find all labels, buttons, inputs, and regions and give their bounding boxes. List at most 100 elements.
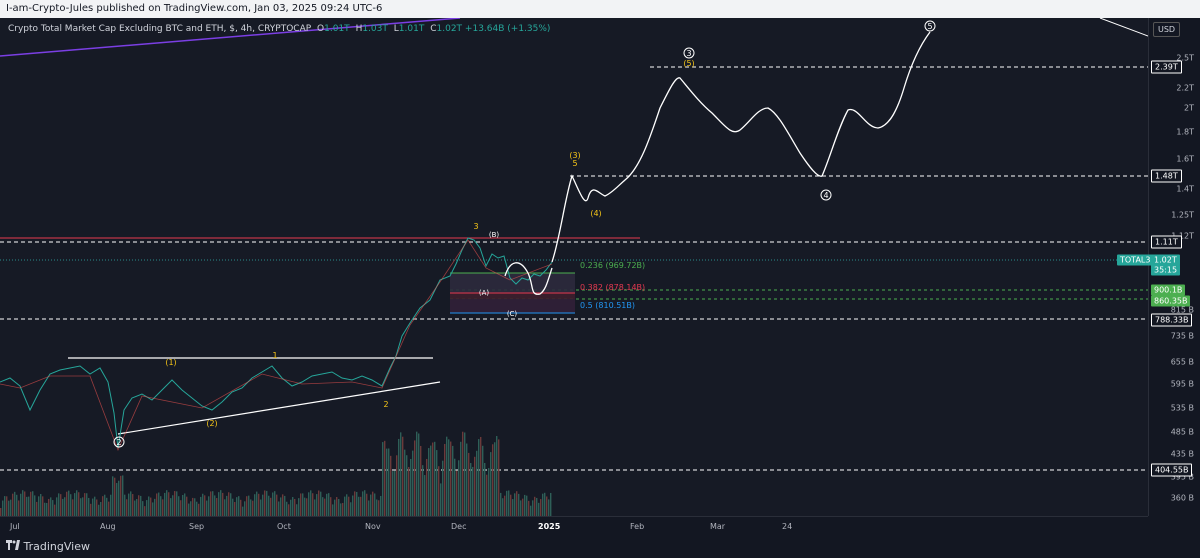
volume-bar [380, 495, 382, 516]
volume-bar [240, 499, 242, 516]
volume-bar [542, 493, 544, 516]
projection-path[interactable] [551, 31, 931, 263]
volume-bar [44, 502, 46, 516]
volume-bar [506, 490, 508, 516]
price-tag-900B[interactable]: 900.1B [1151, 284, 1186, 296]
price-tag-1.48T[interactable]: 1.48T [1151, 169, 1182, 183]
volume-bar [216, 498, 218, 516]
volume-bar [190, 501, 192, 516]
wave-circle-5[interactable]: 5 [924, 20, 936, 32]
wave-label-minor-5[interactable]: 5 [572, 159, 577, 168]
volume-bar [478, 439, 480, 516]
volume-bar [36, 501, 38, 516]
high-label: H [355, 24, 363, 34]
wave-label-paren-B[interactable]: (B) [489, 231, 500, 239]
price-tick: 1.8T [1176, 127, 1194, 137]
price-tag-788B[interactable]: 788.33B [1151, 313, 1193, 327]
currency-button[interactable]: USD [1153, 22, 1181, 37]
volume-bar [146, 500, 148, 516]
price-tick: 1.4T [1176, 184, 1194, 194]
fib-label-0.5: 0.5 (810.51B) [580, 301, 635, 310]
volume-bar [368, 500, 370, 516]
volume-bar [534, 496, 536, 516]
price-tag-860B[interactable]: 860.35B [1151, 295, 1191, 307]
volume-bar [22, 490, 24, 516]
price-tag-current[interactable]: 1.02T [1151, 254, 1180, 266]
footer-brand: TradingView [23, 540, 90, 553]
price-tick: 395 B [1170, 472, 1194, 482]
fib-zone-0.236[interactable] [450, 273, 575, 293]
wave-label-paren-4[interactable]: (4) [590, 209, 601, 218]
volume-bar [512, 499, 514, 516]
wave-label-paren-1[interactable]: (1) [165, 358, 176, 367]
wave-label-minor-3[interactable]: 3 [473, 222, 478, 231]
time-tick: Jul [10, 522, 20, 531]
wave-label-paren-2[interactable]: (2) [206, 419, 217, 428]
wave-label-paren-5[interactable]: (5) [683, 59, 694, 68]
volume-bar [372, 491, 374, 516]
volume-bar [86, 493, 88, 516]
volume-bar [384, 440, 386, 516]
volume-bar [166, 490, 168, 516]
volume-bar [302, 493, 304, 516]
price-tag-1.11T[interactable]: 1.11T [1151, 235, 1182, 249]
volume-bar [184, 493, 186, 516]
price-tag-404B[interactable]: 404.55B [1151, 463, 1193, 477]
volume-bar [486, 474, 488, 516]
fib-zone-0.5[interactable] [450, 299, 575, 313]
wave-label-paren-A[interactable]: (A) [479, 289, 490, 297]
volume-bar [452, 445, 454, 516]
volume-bar [148, 496, 150, 516]
time-tick: Oct [277, 522, 291, 531]
volume-bar [140, 495, 142, 516]
volume-bar [298, 498, 300, 516]
volume-bar [54, 504, 56, 516]
volume-bar [196, 501, 198, 516]
volume-bar [94, 496, 96, 516]
volume-bar [182, 494, 184, 516]
wave-circle-3[interactable]: 3 [683, 47, 695, 59]
symbol-tag-total3[interactable]: TOTAL3 [1117, 254, 1154, 266]
volume-bar [332, 504, 334, 516]
volume-bar [494, 442, 496, 516]
time-tick: 24 [782, 522, 793, 531]
volume-bar [324, 498, 326, 516]
volume-bar [20, 493, 22, 516]
wave-label-paren-3[interactable]: (3) [569, 151, 580, 160]
volume-bar [12, 493, 14, 516]
fib-label-0.382: 0.382 (878.14B) [580, 283, 645, 292]
wave-circle-2[interactable]: 2 [113, 436, 125, 448]
projection-correction[interactable] [504, 262, 553, 295]
volume-bar [462, 431, 464, 516]
volume-bar [128, 493, 130, 516]
time-axis[interactable]: Jul Aug Sep Oct Nov Dec 2025 Feb Mar 24 [0, 516, 1148, 536]
volume-bar [6, 496, 8, 516]
wave-circle-4[interactable]: 4 [820, 189, 832, 201]
white-trendline-top-right[interactable] [1099, 18, 1148, 37]
volume-bar [386, 448, 388, 516]
volume-bar [234, 502, 236, 516]
volume-bar [454, 458, 456, 516]
triangle-bottom-line[interactable] [117, 381, 441, 435]
volume-bar [42, 496, 44, 516]
volume-bar [466, 443, 468, 516]
volume-bar [232, 498, 234, 516]
wave-label-paren-C[interactable]: (C) [507, 310, 518, 318]
purple-trendline[interactable] [0, 18, 461, 57]
price-axis[interactable]: USD 2.5T 2.2T 2T 1.8T 1.6T 1.4T 1.25T 1.… [1117, 18, 1200, 516]
price-series[interactable] [0, 237, 553, 449]
volume-bar [306, 498, 308, 516]
wave-label-minor-1[interactable]: 1 [272, 351, 277, 360]
volume-bar [362, 491, 364, 516]
price-tag-2.39T[interactable]: 2.39T [1151, 60, 1182, 74]
volume-bar [156, 493, 158, 516]
price-chart[interactable]: 2 3 4 5 (1) (2) (3) (4) (5) (A) (B) (C) … [0, 18, 1148, 516]
volume-bar [70, 494, 72, 516]
volume-bar [230, 493, 232, 516]
volume-bar [450, 441, 452, 516]
wave-label-minor-2[interactable]: 2 [383, 400, 388, 409]
volume-bar [134, 500, 136, 516]
chart-pane[interactable]: 2 3 4 5 (1) (2) (3) (4) (5) (A) (B) (C) … [0, 18, 1148, 516]
volume-bar [276, 494, 278, 516]
tradingview-logo-icon [6, 536, 20, 558]
